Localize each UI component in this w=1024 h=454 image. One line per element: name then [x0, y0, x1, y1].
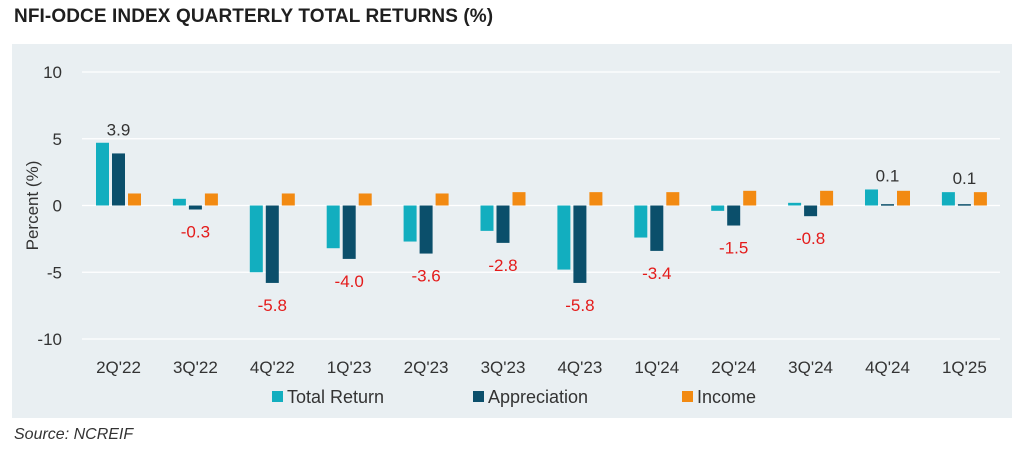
x-tick-label: 1Q'24 [634, 358, 679, 377]
x-tick-label: 3Q'23 [481, 358, 526, 377]
data-label: 3.9 [107, 120, 131, 139]
bar-total-return [249, 205, 263, 273]
y-tick-label: -10 [37, 330, 62, 349]
x-tick-label: 2Q'24 [711, 358, 756, 377]
y-axis-label: Percent (%) [23, 161, 42, 251]
data-label: -4.0 [335, 272, 364, 291]
bar-total-return [788, 202, 802, 206]
bar-appreciation [573, 205, 587, 283]
legend-swatch [272, 391, 283, 402]
bar-appreciation [957, 204, 971, 206]
legend-swatch [473, 391, 484, 402]
bar-total-return [172, 198, 186, 206]
bar-appreciation [112, 153, 125, 206]
bar-income [281, 193, 295, 206]
bar-income [512, 192, 526, 206]
bar-appreciation [727, 205, 741, 226]
bar-total-return [326, 205, 340, 249]
x-tick-label: 2Q'22 [96, 358, 141, 377]
bar-appreciation [881, 204, 894, 206]
data-label: -2.8 [488, 256, 517, 275]
bar-total-return [865, 189, 878, 206]
data-label: 0.1 [953, 169, 977, 188]
legend-label: Total Return [287, 387, 384, 407]
bar-appreciation [496, 205, 510, 243]
bar-total-return [557, 205, 571, 270]
bar-appreciation [188, 205, 202, 210]
data-label: -0.8 [796, 229, 825, 248]
x-tick-label: 2Q'23 [404, 358, 449, 377]
chart-title: NFI-ODCE INDEX QUARTERLY TOTAL RETURNS (… [14, 6, 494, 27]
bar-total-return [96, 142, 109, 206]
bar-income [128, 193, 141, 206]
returns-chart: 10 5 0 -5 -10 Percent (%) 3.9 2Q'22 -0.3 3Q'22 -5.… [23, 63, 1000, 407]
bar-income [204, 193, 218, 206]
y-tick-label: 0 [53, 197, 62, 216]
bar-appreciation [265, 205, 279, 283]
x-tick-label: 1Q'23 [327, 358, 372, 377]
bar-total-return [711, 205, 725, 211]
data-label: -0.3 [181, 223, 210, 242]
bar-appreciation [419, 205, 433, 254]
x-tick-label: 1Q'25 [942, 358, 987, 377]
y-tick-label: 10 [43, 63, 62, 82]
bar-appreciation [342, 205, 356, 259]
legend-label: Income [697, 387, 756, 407]
bar-income [358, 193, 372, 206]
data-label: -5.8 [565, 296, 594, 315]
x-tick-label: 4Q'22 [250, 358, 295, 377]
x-tick-label: 4Q'23 [557, 358, 602, 377]
data-label: -3.4 [642, 264, 671, 283]
x-tick-label: 3Q'22 [173, 358, 218, 377]
data-label: -3.6 [411, 267, 440, 286]
legend-swatch [682, 391, 693, 402]
source-note: Source: NCREIF [14, 426, 134, 443]
bar-income [820, 190, 834, 206]
x-tick-label: 4Q'24 [865, 358, 910, 377]
bar-income [666, 192, 680, 206]
bar-total-return [634, 205, 648, 238]
bar-total-return [480, 205, 494, 231]
y-tick-label: 5 [53, 130, 62, 149]
bar-appreciation [650, 205, 664, 251]
bar-income [897, 190, 910, 206]
legend-label: Appreciation [488, 387, 588, 407]
data-label: -5.8 [258, 296, 287, 315]
bar-income [435, 193, 449, 206]
bar-appreciation [804, 205, 818, 217]
data-label: 0.1 [876, 166, 900, 185]
bar-income [973, 192, 987, 206]
x-tick-label: 3Q'24 [788, 358, 833, 377]
bar-total-return [941, 192, 955, 206]
data-label: -1.5 [719, 239, 748, 258]
bar-income [589, 192, 603, 206]
y-tick-label: -5 [47, 263, 62, 282]
bar-total-return [403, 205, 417, 242]
plot-panel [12, 44, 1012, 418]
bar-income [743, 190, 757, 206]
